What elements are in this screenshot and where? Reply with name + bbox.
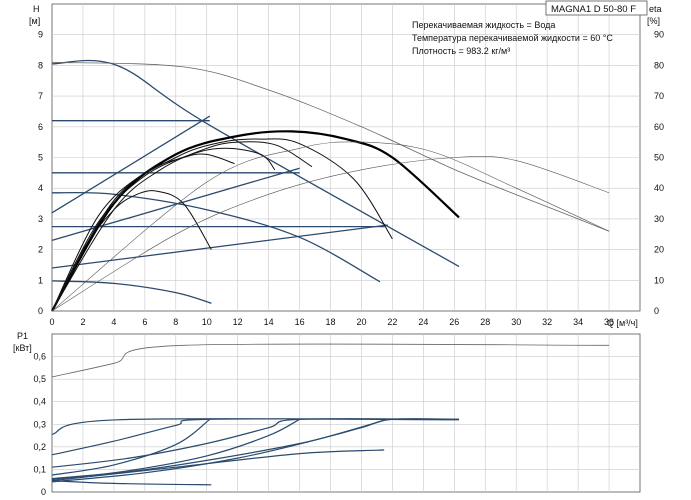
head-plot-ticks: 0 2 4 6 8 10 12 14 16 18 20 22 24 26 28 30 32 34 360123456… (38, 30, 664, 327)
y-left-tick-label: 7 (38, 91, 43, 101)
y-left-tick-label: 6 (38, 122, 43, 132)
curve-eta-13 (51, 147, 276, 312)
curve-head-5 (51, 280, 212, 304)
y-right-tick-label: 30 (654, 214, 664, 224)
x-tick-label: 16 (295, 317, 305, 327)
x-tick-label: 28 (480, 317, 490, 327)
y-right-tick-label: 90 (654, 30, 664, 40)
note-density: Плотность = 983.2 кг/м³ (412, 46, 510, 56)
x-tick-label: 14 (264, 317, 274, 327)
power-plot-frame (51, 333, 641, 493)
curve-eta-15 (51, 190, 212, 312)
y-left-tick-label: 4 (38, 183, 43, 193)
x-tick-label: 24 (418, 317, 428, 327)
chart-title: MAGNA1 D 50-80 F (551, 4, 636, 15)
curve-eta-12 (51, 141, 313, 312)
y-left-tick-label: 0 (38, 306, 43, 316)
y-right-tick-label: 60 (654, 122, 664, 132)
power-curve-curve-5 (51, 418, 211, 476)
y-left-tick-label: 2 (38, 245, 43, 255)
power-tick-label: 0,2 (33, 442, 46, 452)
x-tick-label: 12 (233, 317, 243, 327)
y-left-tick-label: 5 (38, 153, 43, 163)
curve-eta-14 (51, 153, 235, 312)
power-curve-curve-8 (51, 449, 385, 482)
x-tick-label: 36 (604, 317, 614, 327)
power-plot-grid (52, 334, 640, 492)
curve-system-8 (51, 224, 388, 269)
y-right-tick-label: 0 (654, 306, 659, 316)
y-left-tick-label: 1 (38, 275, 43, 285)
x-tick-label: 22 (387, 317, 397, 327)
power-tick-label: 0,4 (33, 397, 46, 407)
power-curve-curve-6 (51, 418, 300, 481)
y-left-tick-label: 8 (38, 60, 43, 70)
power-curve-envelope-0 (51, 343, 610, 378)
curve-eta-thin-16 (51, 155, 610, 312)
curve-eta-thin-17 (51, 141, 610, 312)
power-plot-ticks: 0 0,1 0,2 0,3 0,4 0,5 0,6 (33, 352, 46, 497)
x-tick-label: 4 (111, 317, 116, 327)
power-axis-unit: [кВт] (13, 343, 32, 353)
curve-eta-11 (51, 138, 393, 312)
curve-head-0 (51, 59, 460, 268)
power-tick-label: 0,3 (33, 419, 46, 429)
x-tick-label: 10 (202, 317, 212, 327)
y-left-tick-label: 3 (38, 214, 43, 224)
power-tick-label: 0,6 (33, 352, 46, 362)
y-axis-right-unit: [%] (647, 16, 660, 26)
x-tick-label: 20 (356, 317, 366, 327)
x-axis-label: Q [м³/ч] (607, 318, 638, 328)
x-tick-label: 2 (80, 317, 85, 327)
x-tick-label: 34 (573, 317, 583, 327)
curve-system-7 (51, 167, 300, 242)
x-tick-label: 18 (326, 317, 336, 327)
x-tick-label: 30 (511, 317, 521, 327)
power-plot-series (51, 343, 610, 486)
y-axis-left-label: H (33, 4, 40, 14)
power-curve-curve-3 (51, 418, 460, 468)
head-plot-grid (52, 4, 640, 311)
head-plot-series (51, 59, 610, 312)
y-right-tick-label: 40 (654, 183, 664, 193)
x-tick-label: 32 (542, 317, 552, 327)
x-tick-label: 8 (173, 317, 178, 327)
y-axis-right-label: eta (649, 4, 662, 14)
y-axis-left-unit: [м] (29, 16, 40, 26)
y-left-tick-label: 9 (38, 30, 43, 40)
y-right-tick-label: 70 (654, 91, 664, 101)
curve-head-4 (51, 191, 381, 283)
curve-envelope-9 (51, 61, 610, 232)
y-right-tick-label: 20 (654, 245, 664, 255)
y-right-tick-label: 10 (654, 275, 664, 285)
power-curve-curve-7 (51, 418, 388, 483)
title-box (545, 0, 648, 16)
curve-system-6 (51, 115, 211, 214)
y-right-tick-label: 80 (654, 60, 664, 70)
power-tick-label: 0 (41, 487, 46, 497)
x-tick-label: 0 (49, 317, 54, 327)
x-tick-label: 6 (142, 317, 147, 327)
x-tick-label: 26 (449, 317, 459, 327)
y-right-tick-label: 50 (654, 153, 664, 163)
power-tick-label: 0,1 (33, 464, 46, 474)
curve-eta-bold-10 (51, 130, 460, 312)
power-tick-label: 0,5 (33, 374, 46, 384)
power-curve-curve-9 (51, 480, 212, 486)
note-temperature: Температура перекачиваемой жидкости = 60… (412, 33, 613, 43)
power-axis-label: P1 (17, 331, 28, 341)
note-fluid: Перекачиваемая жидкость = Вода (412, 20, 555, 30)
